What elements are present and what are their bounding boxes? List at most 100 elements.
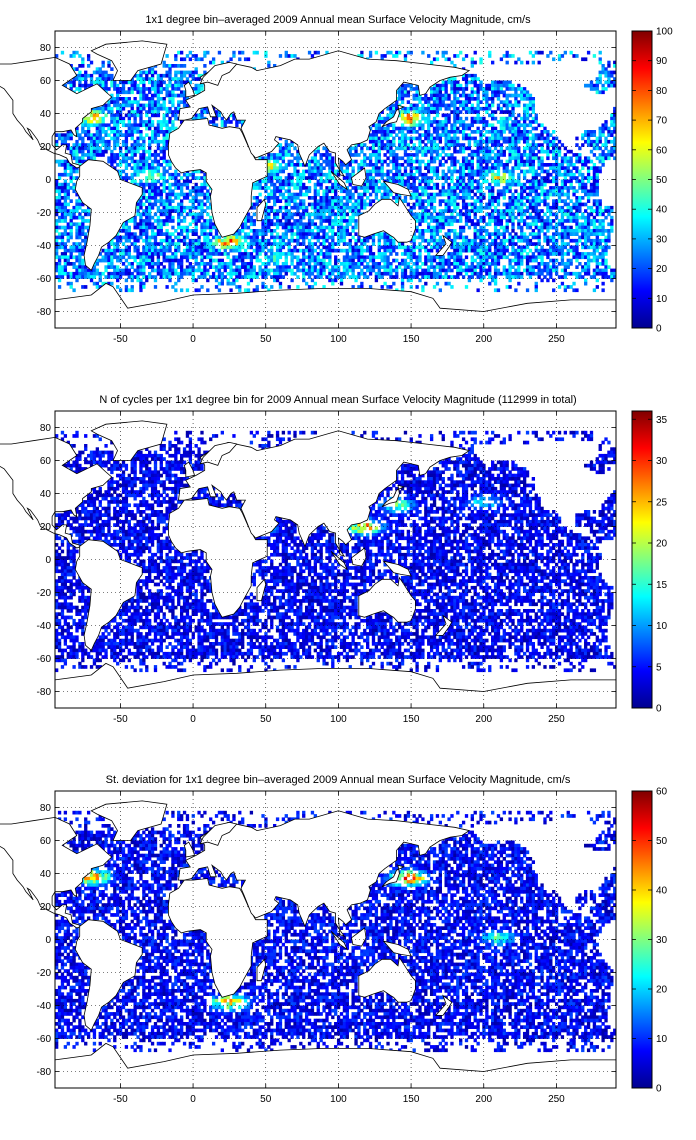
ocean-data-cell xyxy=(592,189,597,194)
ocean-data-cell xyxy=(578,215,582,220)
ocean-data-cell xyxy=(249,235,254,240)
ocean-data-cell xyxy=(66,133,70,137)
ocean-data-cell xyxy=(578,179,582,184)
ocean-data-cell xyxy=(101,73,105,78)
ocean-data-cell xyxy=(336,199,341,203)
ocean-data-cell xyxy=(168,235,172,240)
ocean-data-cell xyxy=(610,80,614,85)
ocean-data-cell xyxy=(563,182,567,187)
ocean-data-cell xyxy=(554,222,559,227)
ocean-data-cell xyxy=(60,219,65,223)
ocean-data-cell xyxy=(514,166,518,170)
ocean-data-cell xyxy=(366,182,370,187)
ocean-data-cell xyxy=(395,50,399,55)
ocean-data-cell xyxy=(153,130,158,134)
ocean-data-cell xyxy=(325,202,329,207)
ocean-data-cell xyxy=(444,202,448,207)
ocean-data-cell xyxy=(488,235,492,240)
ocean-data-cell xyxy=(287,182,291,187)
ocean-data-cell xyxy=(429,153,434,157)
ocean-data-cell xyxy=(121,103,126,108)
ocean-data-cell xyxy=(296,172,300,177)
ocean-data-cell xyxy=(534,189,538,194)
ocean-data-cell xyxy=(528,242,533,246)
ocean-data-cell xyxy=(55,235,59,240)
ocean-data-cell xyxy=(418,179,422,184)
ocean-data-cell xyxy=(581,172,585,177)
ocean-data-cell xyxy=(139,169,143,174)
ocean-data-cell xyxy=(493,232,498,236)
ocean-data-cell xyxy=(200,182,204,187)
ocean-data-cell xyxy=(156,123,161,128)
ocean-data-cell xyxy=(78,136,82,141)
ocean-data-cell xyxy=(139,90,143,95)
ocean-data-cell xyxy=(592,192,597,197)
ocean-data-cell xyxy=(592,219,597,223)
ocean-data-cell xyxy=(476,130,480,134)
ocean-data-cell xyxy=(287,159,291,164)
ocean-data-cell xyxy=(441,219,445,223)
ocean-data-cell xyxy=(156,87,161,91)
ocean-data-cell xyxy=(363,143,367,147)
ocean-data-cell xyxy=(319,242,323,246)
ocean-data-cell xyxy=(403,182,408,187)
ocean-data-cell xyxy=(459,100,463,104)
ocean-data-cell xyxy=(508,83,512,88)
ocean-data-cell xyxy=(165,126,169,131)
ocean-data-cell xyxy=(142,70,146,75)
ocean-data-cell xyxy=(508,80,512,85)
ocean-data-cell xyxy=(584,225,588,230)
ocean-data-cell xyxy=(249,238,254,243)
ocean-data-cell xyxy=(145,179,149,184)
ocean-data-cell xyxy=(127,146,131,151)
ocean-data-cell xyxy=(415,186,419,190)
ocean-data-cell xyxy=(78,143,82,147)
ocean-data-cell xyxy=(502,123,506,128)
ocean-data-cell xyxy=(581,242,585,246)
ocean-data-cell xyxy=(604,238,608,243)
ocean-data-cell xyxy=(459,196,463,200)
ocean-data-cell xyxy=(153,179,158,184)
ocean-data-cell xyxy=(159,130,163,134)
ocean-data-cell xyxy=(63,133,68,137)
ocean-data-cell xyxy=(159,196,163,200)
ocean-data-cell xyxy=(66,182,70,187)
ocean-data-cell xyxy=(578,172,582,177)
ocean-data-cell xyxy=(595,238,599,243)
ocean-data-cell xyxy=(502,126,506,131)
ocean-data-cell xyxy=(517,87,521,91)
ocean-data-cell xyxy=(342,202,347,207)
ocean-data-cell xyxy=(598,133,602,137)
ocean-data-cell xyxy=(159,123,163,128)
ocean-data-cell xyxy=(502,100,506,104)
ocean-data-cell xyxy=(142,83,146,88)
ocean-data-cell xyxy=(165,186,169,190)
ocean-data-cell xyxy=(113,100,117,104)
ocean-data-cell xyxy=(607,229,611,233)
ocean-data-cell xyxy=(139,202,143,207)
ocean-data-cell xyxy=(461,205,466,210)
ocean-data-cell xyxy=(281,232,286,236)
ocean-data-cell xyxy=(81,83,85,88)
ocean-data-cell xyxy=(214,232,219,236)
ocean-data-cell xyxy=(339,163,344,167)
ocean-data-cell xyxy=(287,176,291,180)
ocean-data-cell xyxy=(304,212,309,217)
ocean-data-cell xyxy=(148,219,152,223)
ocean-data-cell xyxy=(525,163,530,167)
ocean-data-cell xyxy=(479,80,483,85)
ocean-data-cell xyxy=(139,93,143,98)
ocean-data-cell xyxy=(69,212,73,217)
ocean-data-cell xyxy=(610,153,614,157)
ocean-data-cell xyxy=(328,169,332,174)
ocean-data-cell xyxy=(450,80,454,85)
ocean-data-cell xyxy=(374,182,379,187)
ocean-data-cell xyxy=(447,209,451,213)
ocean-data-cell xyxy=(156,179,161,184)
ocean-data-cell xyxy=(281,235,286,240)
ocean-data-cell xyxy=(307,225,312,230)
ocean-data-cell xyxy=(377,159,381,164)
ocean-data-cell xyxy=(418,182,422,187)
ocean-data-cell xyxy=(400,242,405,246)
ocean-data-cell xyxy=(444,106,448,111)
